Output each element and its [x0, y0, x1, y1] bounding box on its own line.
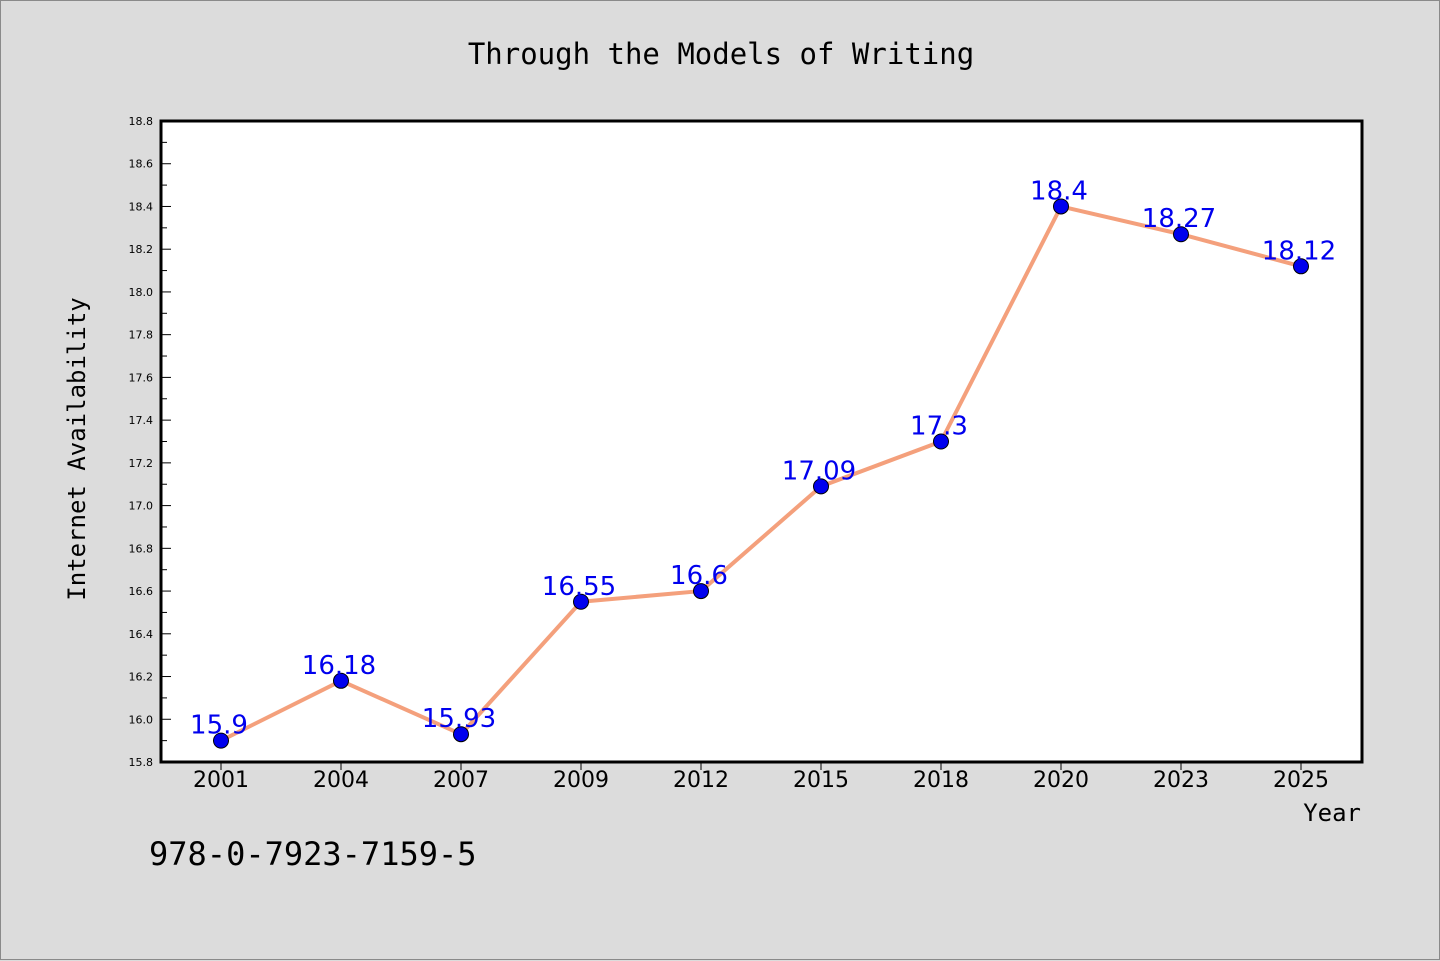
y-tick-label: 16.8 [129, 542, 154, 555]
data-label: 17.09 [782, 456, 856, 486]
y-tick-label: 18.4 [129, 200, 154, 213]
x-tick-label: 2025 [1273, 768, 1329, 793]
data-point [1053, 198, 1069, 215]
data-label: 16.18 [302, 651, 376, 681]
y-tick-label: 17.6 [129, 371, 154, 384]
x-tick-label: 2009 [553, 768, 609, 793]
data-label: 16.55 [542, 572, 616, 602]
data-point [573, 593, 589, 610]
x-tick-label: 2001 [193, 768, 249, 793]
x-tick-label: 2015 [793, 768, 849, 793]
data-label: 17.3 [910, 412, 968, 442]
data-point [213, 732, 229, 749]
data-label: 18.4 [1030, 176, 1088, 206]
x-axis: 2001 2004 2007 2009 2012 2015 2018 2020 2023 2025 [193, 762, 1329, 793]
data-label: 15.9 [190, 711, 248, 741]
y-tick-label: 16.2 [129, 671, 154, 684]
y-tick-label: 18.0 [129, 286, 154, 299]
series-line [220, 204, 1302, 743]
x-tick-label: 2020 [1033, 768, 1089, 793]
y-tick-label: 17.8 [129, 329, 154, 342]
data-point [453, 726, 469, 743]
y-tick-label: 16.6 [129, 585, 154, 598]
x-axis-label: Year [1303, 799, 1361, 827]
y-tick-label: 17.2 [129, 457, 154, 470]
data-point [1173, 226, 1189, 243]
y-tick-label: 15.8 [129, 756, 154, 769]
isbn-label: 978-0-7923-7159-5 [149, 835, 477, 873]
chart-title: Through the Models of Writing [468, 37, 974, 71]
x-tick-label: 2007 [433, 768, 489, 793]
y-tick-label: 17.0 [129, 500, 154, 513]
data-point [693, 583, 709, 600]
y-axis-label: Internet Availability [63, 297, 91, 600]
y-tick-label: 18.2 [129, 243, 154, 256]
data-point [933, 433, 949, 450]
data-label: 16.6 [670, 561, 728, 591]
y-axis: 15.8 16.0 16.2 16.4 16.6 16.8 17.0 17.2 17.4 17.6… [129, 115, 171, 769]
data-point [813, 478, 829, 495]
x-tick-label: 2012 [673, 768, 729, 793]
data-label: 18.27 [1142, 204, 1216, 234]
x-tick-label: 2023 [1153, 768, 1209, 793]
y-tick-label: 18.6 [129, 158, 154, 171]
data-label: 15.93 [422, 704, 496, 734]
y-tick-label: 16.0 [129, 713, 154, 726]
y-tick-label: 18.8 [129, 115, 154, 128]
x-tick-label: 2004 [313, 768, 369, 793]
data-point [333, 672, 349, 689]
y-tick-label: 16.4 [129, 628, 154, 641]
data-label: 18.12 [1262, 236, 1336, 266]
x-tick-label: 2018 [913, 768, 969, 793]
data-point [1293, 258, 1309, 275]
series-layer: 15.9 16.18 15.93 16.55 16.6 17.09 17.3 18.4 18.2… [190, 176, 1336, 749]
y-tick-label: 17.4 [129, 414, 154, 427]
